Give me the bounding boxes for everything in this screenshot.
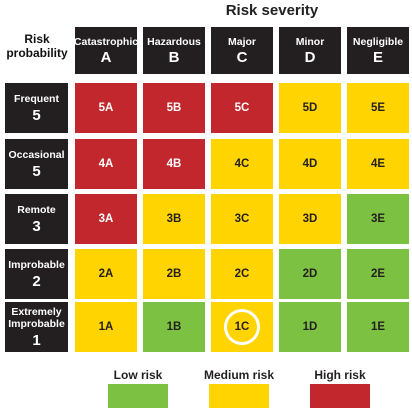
severity-code: B (168, 48, 180, 66)
probability-code: 3 (32, 217, 41, 235)
risk-cell-1e[interactable]: 1E (347, 302, 409, 352)
risk-cell-5d[interactable]: 5D (279, 83, 341, 133)
severity-header-e: Negligible E (347, 27, 409, 74)
risk-cell-3d[interactable]: 3D (279, 194, 341, 244)
risk-cell-1b[interactable]: 1B (143, 302, 205, 352)
chart-title: Risk severity (225, 2, 319, 19)
risk-code-label: 1B (166, 321, 182, 333)
severity-header-b: Hazardous B (143, 27, 205, 74)
risk-cell-1d[interactable]: 1D (279, 302, 341, 352)
risk-code-label: 2B (166, 268, 182, 280)
risk-code-label: 5E (370, 102, 386, 114)
risk-cell-3b[interactable]: 3B (143, 194, 205, 244)
severity-header-a: Catastrophic A (73, 27, 139, 74)
risk-code-label: 2E (370, 268, 386, 280)
risk-code-label: 4D (302, 158, 318, 170)
severity-code: E (372, 48, 383, 66)
risk-code-label: 5A (98, 102, 114, 114)
probability-label: Improbable (8, 258, 65, 271)
risk-cell-4e[interactable]: 4E (347, 139, 409, 189)
severity-code: D (304, 48, 316, 66)
severity-header-d: Minor D (279, 27, 341, 74)
risk-cell-2b[interactable]: 2B (143, 249, 205, 299)
severity-label: Minor (295, 35, 325, 48)
severity-label: Hazardous (147, 35, 201, 48)
risk-code-label: 1C (234, 321, 250, 333)
risk-code-label: 3D (302, 213, 318, 225)
risk-code-label: 5C (234, 102, 250, 114)
risk-code-label: 2D (302, 268, 318, 280)
severity-label: Major (227, 35, 256, 48)
legend-swatch-medium (209, 384, 269, 408)
legend-label-medium: Medium risk (203, 368, 275, 382)
risk-code-label: 4B (166, 158, 182, 170)
risk-code-label: 2A (98, 268, 114, 280)
risk-cell-5b[interactable]: 5B (143, 83, 205, 133)
risk-code-label: 1A (98, 321, 114, 333)
risk-cell-4c[interactable]: 4C (211, 139, 273, 189)
probability-header-2: Occasional 5 (5, 139, 68, 189)
risk-code-label: 4E (370, 158, 386, 170)
risk-code-label: 4C (234, 158, 250, 170)
risk-code-label: 3C (234, 213, 250, 225)
legend-swatch-high (310, 384, 370, 408)
risk-cell-3e[interactable]: 3E (347, 194, 409, 244)
severity-code: C (236, 48, 248, 66)
severity-label: Negligible (352, 35, 404, 48)
risk-cell-4a[interactable]: 4A (75, 139, 137, 189)
risk-cell-4d[interactable]: 4D (279, 139, 341, 189)
probability-label: Occasional (8, 148, 65, 161)
risk-cell-2e[interactable]: 2E (347, 249, 409, 299)
probability-label: Frequent (14, 92, 59, 105)
risk-code-label: 2C (234, 268, 250, 280)
highlight-circle (224, 309, 260, 345)
risk-code-label: 3B (166, 213, 182, 225)
legend-label-high: High risk (314, 368, 366, 382)
probability-header-1: Frequent 5 (5, 83, 68, 133)
legend-swatch-low (108, 384, 168, 408)
risk-cell-4b[interactable]: 4B (143, 139, 205, 189)
risk-code-label: 3A (98, 213, 114, 225)
risk-cell-2c[interactable]: 2C (211, 249, 273, 299)
probability-code: 5 (32, 106, 41, 124)
risk-code-label: 1D (302, 321, 318, 333)
probability-code: 1 (32, 331, 41, 349)
risk-cell-5c[interactable]: 5C (211, 83, 273, 133)
probability-axis-label: Risk probability (6, 32, 68, 60)
probability-header-4: Improbable 2 (5, 249, 68, 299)
risk-cell-2d[interactable]: 2D (279, 249, 341, 299)
risk-code-label: 1E (370, 321, 386, 333)
risk-code-label: 4A (98, 158, 114, 170)
risk-cell-3a[interactable]: 3A (75, 194, 137, 244)
severity-header-c: Major C (211, 27, 273, 74)
probability-label: Remote (17, 203, 56, 216)
risk-cell-2a[interactable]: 2A (75, 249, 137, 299)
risk-code-label: 5B (166, 102, 182, 114)
risk-cell-5e[interactable]: 5E (347, 83, 409, 133)
legend-label-low: Low risk (113, 368, 163, 382)
probability-header-3: Remote 3 (5, 194, 68, 244)
risk-cell-1a[interactable]: 1A (75, 302, 137, 352)
risk-cell-5a[interactable]: 5A (75, 83, 137, 133)
risk-code-label: 5D (302, 102, 318, 114)
probability-code: 2 (32, 272, 41, 290)
probability-header-5: Extremely Improbable 1 (5, 302, 68, 352)
probability-code: 5 (32, 162, 41, 180)
severity-label: Catastrophic (73, 35, 139, 48)
probability-label: Extremely Improbable (8, 305, 65, 330)
risk-cell-1c[interactable]: 1C (211, 302, 273, 352)
risk-code-label: 3E (370, 213, 386, 225)
risk-cell-3c[interactable]: 3C (211, 194, 273, 244)
severity-code: A (100, 48, 112, 66)
